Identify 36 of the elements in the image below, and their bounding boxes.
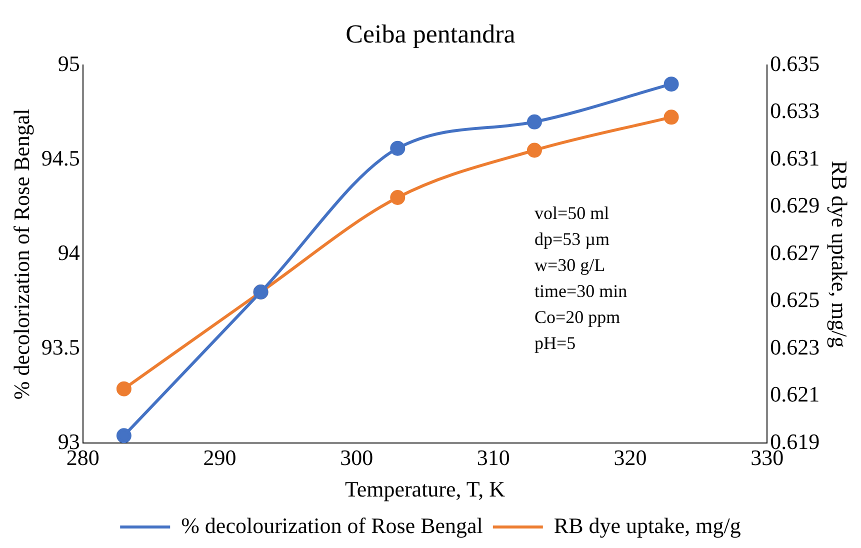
x-tick-label: 310 — [476, 445, 510, 470]
annotation: time=30 min — [534, 280, 628, 301]
point — [526, 142, 542, 158]
annotation: pH=5 — [534, 332, 576, 353]
annotation: vol=50 ml — [534, 202, 610, 223]
x-tick-label: 320 — [614, 445, 647, 470]
point — [390, 140, 406, 156]
legend-label: % decolourization of Rose Bengal — [181, 512, 483, 538]
point — [116, 381, 132, 396]
y2-tick-label: 0.633 — [770, 98, 820, 124]
legend-label: RB dye uptake, mg/g — [554, 512, 741, 538]
y2-tick-label: 0.635 — [770, 50, 820, 76]
annotation: Co=20 ppm — [534, 306, 620, 327]
annotation: dp=53 µm — [534, 228, 610, 249]
point — [390, 190, 406, 205]
x-tick-label: 300 — [340, 445, 374, 470]
y-tick-label: 95 — [58, 50, 80, 76]
y-axis-title: % decolorization of Rose Bengal — [8, 108, 34, 400]
chart-title: Ceiba pentandra — [346, 19, 516, 48]
y2-tick-label: 0.629 — [770, 192, 820, 218]
annotation: w=30 g/L — [534, 254, 606, 275]
x-axis-title: Temperature, T, K — [344, 476, 506, 502]
y2-tick-label: 0.621 — [770, 382, 820, 407]
y2-tick-label: 0.625 — [770, 287, 820, 312]
y2-axis-title: RB dye uptake, mg/g — [827, 160, 852, 348]
point — [664, 110, 679, 125]
y2-tick-label: 0.623 — [770, 334, 820, 360]
y-tick-label: 94.5 — [41, 145, 80, 170]
point — [664, 76, 679, 92]
y-tick-label: 93.5 — [41, 334, 80, 360]
y-tick-label: 94 — [58, 240, 80, 265]
x-tick-label: 290 — [203, 445, 236, 470]
point — [116, 428, 132, 444]
y2-tick-label: 0.631 — [770, 145, 820, 170]
point — [526, 114, 542, 130]
y2-tick-label: 0.627 — [770, 240, 820, 265]
